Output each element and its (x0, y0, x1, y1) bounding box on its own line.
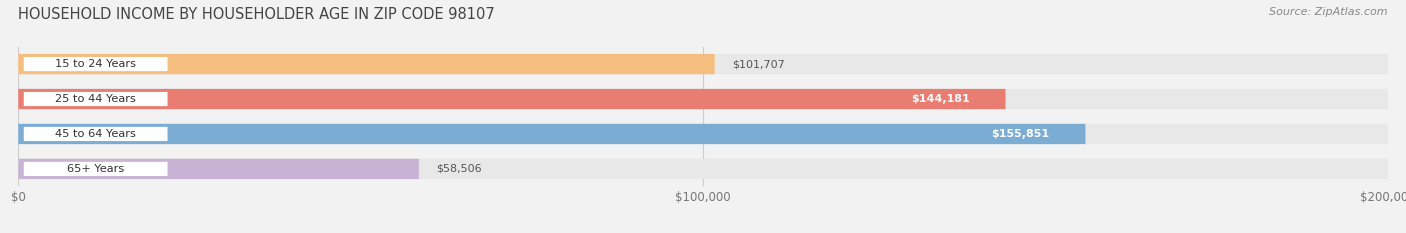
Text: HOUSEHOLD INCOME BY HOUSEHOLDER AGE IN ZIP CODE 98107: HOUSEHOLD INCOME BY HOUSEHOLDER AGE IN Z… (18, 7, 495, 22)
Text: $144,181: $144,181 (911, 94, 970, 104)
FancyBboxPatch shape (18, 54, 714, 74)
FancyBboxPatch shape (966, 127, 1076, 141)
Text: Source: ZipAtlas.com: Source: ZipAtlas.com (1270, 7, 1388, 17)
FancyBboxPatch shape (886, 92, 995, 106)
Text: 65+ Years: 65+ Years (67, 164, 124, 174)
FancyBboxPatch shape (18, 159, 419, 179)
Text: $58,506: $58,506 (436, 164, 482, 174)
FancyBboxPatch shape (18, 124, 1085, 144)
Text: 15 to 24 Years: 15 to 24 Years (55, 59, 136, 69)
FancyBboxPatch shape (18, 89, 1388, 109)
FancyBboxPatch shape (18, 159, 1388, 179)
Text: 45 to 64 Years: 45 to 64 Years (55, 129, 136, 139)
FancyBboxPatch shape (24, 92, 167, 106)
Text: 25 to 44 Years: 25 to 44 Years (55, 94, 136, 104)
FancyBboxPatch shape (24, 57, 167, 71)
FancyBboxPatch shape (24, 127, 167, 141)
Text: $101,707: $101,707 (731, 59, 785, 69)
FancyBboxPatch shape (24, 162, 167, 176)
Text: $155,851: $155,851 (991, 129, 1049, 139)
FancyBboxPatch shape (18, 89, 1005, 109)
FancyBboxPatch shape (18, 54, 1388, 74)
FancyBboxPatch shape (18, 124, 1388, 144)
